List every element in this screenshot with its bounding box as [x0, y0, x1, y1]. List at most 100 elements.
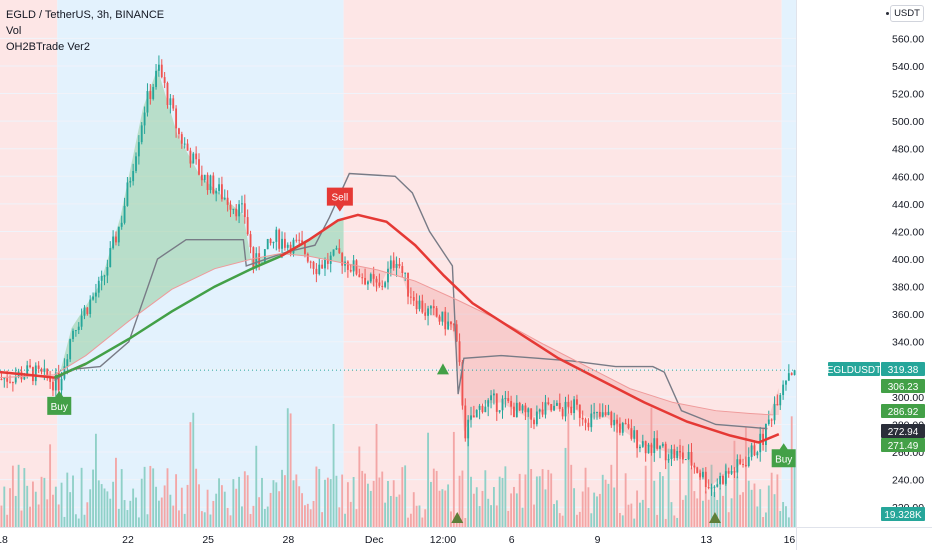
candle-body — [484, 406, 487, 413]
candle-body — [23, 376, 26, 380]
volume-bar — [510, 493, 513, 527]
volume-bar — [86, 502, 89, 527]
candle-body — [687, 452, 690, 460]
candle-body — [100, 275, 103, 281]
volume-bar — [581, 491, 584, 527]
volume-bar — [229, 515, 232, 527]
price-tag[interactable]: 286.92 — [881, 404, 925, 418]
volume-bar — [684, 495, 687, 527]
candle-body — [192, 153, 195, 164]
candle-body — [246, 217, 249, 235]
candle-body — [49, 377, 52, 382]
price-tick-label: 540.00 — [892, 61, 924, 73]
volume-bar — [716, 499, 719, 527]
volume-bar — [249, 513, 252, 527]
volume-bar — [555, 500, 558, 527]
candle-body — [513, 406, 515, 418]
volume-bar — [77, 518, 80, 527]
sell-signal-tag[interactable]: Sell — [326, 187, 353, 212]
legend-indicator[interactable]: OH2BTrade Ver2 — [6, 41, 90, 53]
volume-bar — [129, 500, 132, 527]
volume-bar — [312, 500, 315, 527]
candle-body — [292, 239, 295, 254]
candle-body — [444, 311, 447, 330]
candle-body — [255, 253, 258, 269]
candle-body — [126, 182, 129, 206]
candle-body — [381, 285, 384, 287]
price-tag[interactable]: 306.23 — [881, 379, 925, 393]
volume-bar — [52, 494, 54, 527]
candle-body — [346, 261, 349, 270]
candle-body — [149, 91, 152, 99]
buy-signal-tag[interactable]: Buy — [771, 443, 796, 468]
volume-bar — [346, 482, 349, 527]
sell-tag-label: Sell — [332, 193, 349, 204]
volume-bar — [421, 517, 424, 527]
volume-bar — [739, 494, 742, 527]
price-tag[interactable]: EGLDUSDT 319.38 — [827, 362, 925, 376]
stop-line — [54, 172, 768, 430]
volume-bar — [115, 457, 117, 527]
candle-body — [616, 419, 618, 424]
buy-signal-tag[interactable]: Buy — [47, 390, 72, 415]
price-tag-box — [881, 438, 925, 452]
candle-body — [495, 393, 498, 412]
currency-button[interactable]: USDT — [890, 5, 924, 22]
volume-bar — [538, 476, 541, 527]
volume-bar — [126, 510, 129, 527]
candle-body — [461, 362, 464, 406]
candle-body — [155, 70, 157, 88]
volume-bar — [727, 512, 730, 527]
candle-body — [647, 444, 650, 454]
volume-bar — [704, 491, 707, 527]
price-tag[interactable]: 19.328K — [881, 507, 925, 521]
candle-body — [429, 306, 432, 309]
legend-vol[interactable]: Vol — [6, 25, 22, 37]
candle-body — [97, 280, 100, 293]
candle-body — [335, 248, 338, 250]
volume-bar — [289, 413, 292, 527]
candle-body — [140, 125, 143, 143]
candle-body — [226, 197, 229, 205]
time-tick-label: 13 — [701, 534, 713, 546]
volume-bar — [653, 480, 656, 527]
candle-body — [736, 459, 739, 473]
volume-bar — [767, 485, 770, 527]
volume-bar — [659, 471, 661, 527]
candle-body — [183, 143, 186, 145]
volume-bar — [23, 468, 26, 527]
volume-bar — [481, 490, 484, 527]
candle-body — [389, 260, 392, 269]
volume-bar — [630, 503, 633, 527]
volume-bar — [137, 517, 140, 527]
volume-bar — [415, 505, 418, 527]
volume-bar — [584, 467, 587, 527]
candle-body — [309, 261, 312, 263]
volume-bar — [461, 470, 464, 527]
candle-body — [223, 197, 226, 200]
price-tag[interactable]: 272.94 — [881, 424, 925, 438]
ma-cloud — [57, 68, 252, 384]
volume-bar — [160, 497, 163, 527]
scale-settings-icon[interactable] — [886, 12, 889, 15]
candle-body — [510, 401, 513, 407]
candle-body — [355, 260, 358, 275]
time-axis: 18 22 25 28 Dec 12:00 6 9 13 16 — [0, 534, 795, 546]
candle-body — [650, 444, 653, 454]
price-tag[interactable]: 271.49 — [881, 438, 925, 452]
volume-bar — [14, 495, 17, 527]
volume-bar — [364, 473, 367, 527]
volume-bar — [361, 470, 364, 527]
volume-bar — [218, 478, 220, 527]
candle-body — [690, 452, 693, 466]
volume-bar — [495, 505, 498, 527]
candle-body — [384, 282, 387, 287]
legend-symbol[interactable]: EGLD / TetherUS, 3h, BINANCE — [6, 9, 165, 21]
candle-body — [298, 239, 301, 241]
volume-bar — [667, 448, 670, 527]
candle-body — [544, 402, 547, 415]
volume-bar — [601, 474, 604, 527]
candle-body — [329, 255, 332, 264]
volume-bar — [756, 506, 759, 527]
